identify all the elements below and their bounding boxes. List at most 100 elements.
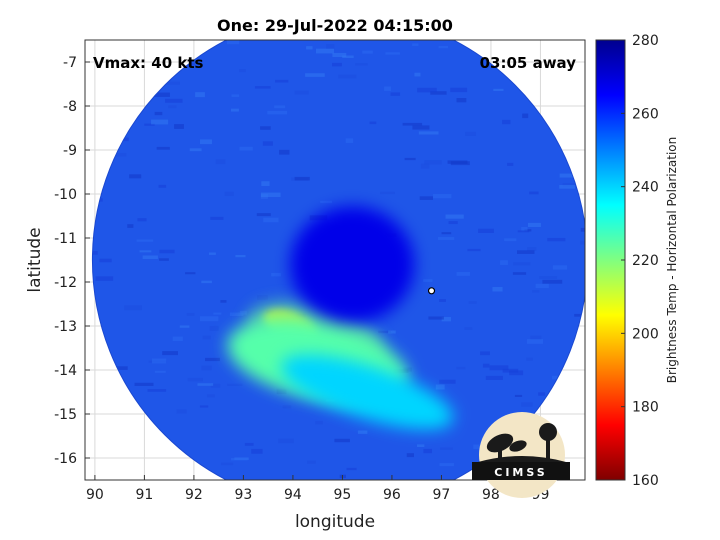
swath-speckle bbox=[129, 174, 142, 179]
logo-text: CIMSS bbox=[494, 466, 547, 479]
swath-speckle bbox=[226, 40, 240, 45]
swath-speckle bbox=[504, 238, 517, 242]
swath-speckle bbox=[468, 301, 477, 304]
swath-speckle bbox=[384, 86, 391, 91]
logo-dish-stand bbox=[498, 448, 502, 462]
swath-speckle bbox=[406, 453, 414, 458]
swath-speckle bbox=[144, 123, 155, 126]
swath-speckle bbox=[402, 122, 423, 126]
swath-speckle bbox=[165, 81, 180, 85]
y-tick-label: -14 bbox=[54, 363, 77, 379]
swath-speckle bbox=[267, 110, 288, 115]
swath-speckle bbox=[539, 276, 558, 279]
swath-speckle bbox=[209, 325, 219, 331]
swath-speckle bbox=[412, 125, 430, 130]
swath-speckle bbox=[213, 312, 222, 315]
colorbar-tick-label: 180 bbox=[632, 400, 659, 416]
swath-speckle bbox=[369, 121, 377, 125]
swath-speckle bbox=[521, 226, 528, 232]
swath-speckle bbox=[271, 272, 281, 277]
storm-center-icon bbox=[427, 287, 436, 295]
x-tick-label: 94 bbox=[284, 487, 302, 503]
plot-frame bbox=[84, 39, 586, 481]
x-tick-label: 93 bbox=[235, 487, 253, 503]
vmax-annotation: Vmax: 40 kts bbox=[93, 54, 203, 72]
colorbar-tick-label: 160 bbox=[632, 473, 659, 489]
swath-speckle bbox=[134, 382, 154, 386]
swath-speckle bbox=[158, 184, 167, 188]
colorbar-label: Brightness Temp - Horizontal Polarizatio… bbox=[665, 137, 679, 384]
swath-speckle bbox=[438, 237, 455, 240]
swath-speckle bbox=[500, 260, 508, 265]
brightness-temp-swath bbox=[92, 40, 585, 480]
y-tick-label: -8 bbox=[63, 99, 77, 115]
logo-tower-icon bbox=[539, 423, 557, 441]
swath-speckle bbox=[230, 108, 239, 112]
swath-speckle bbox=[257, 295, 268, 300]
swath-speckle bbox=[424, 160, 442, 165]
swath-speckle bbox=[307, 460, 316, 464]
swath-speckle bbox=[113, 152, 127, 157]
swath-speckle bbox=[279, 149, 290, 155]
swath-speckle bbox=[419, 196, 434, 200]
swath-speckle bbox=[574, 313, 584, 317]
swath-speckle bbox=[254, 86, 271, 89]
swath-speckle bbox=[514, 394, 523, 397]
swath-speckle bbox=[215, 159, 226, 165]
colorbar: 280 260 240 220 200 180 160 Brightness Temp - … bbox=[595, 33, 679, 489]
swath-speckle bbox=[441, 317, 451, 322]
swath-speckle bbox=[355, 63, 368, 66]
swath-speckle bbox=[456, 366, 466, 370]
swath-speckle bbox=[464, 327, 473, 330]
x-tick-label: 91 bbox=[135, 487, 153, 503]
swath-speckle bbox=[199, 405, 209, 408]
swath-speckle bbox=[482, 363, 490, 368]
logo-dish2-icon bbox=[509, 440, 527, 452]
y-tick-label: -7 bbox=[63, 55, 77, 71]
swath-speckle bbox=[522, 113, 529, 119]
swath-speckle bbox=[154, 111, 163, 116]
swath-speckle bbox=[412, 43, 419, 46]
swath-speckle bbox=[231, 458, 248, 461]
swath-speckle bbox=[197, 383, 214, 386]
colorbar-tick-label: 240 bbox=[632, 180, 659, 196]
swath-speckle bbox=[320, 200, 333, 204]
swath-speckle bbox=[435, 384, 445, 390]
swath-speckle bbox=[172, 336, 183, 341]
swath-speckle bbox=[256, 213, 271, 217]
swath-speckle bbox=[142, 255, 158, 259]
swath-speckle bbox=[342, 55, 354, 59]
swath-speckle bbox=[428, 316, 444, 320]
swath-speckle bbox=[159, 249, 175, 254]
swath-speckle bbox=[507, 162, 514, 166]
swath-speckle bbox=[261, 181, 270, 186]
swath-speckle bbox=[552, 265, 568, 270]
swath-speckle bbox=[485, 375, 503, 380]
swath-speckle bbox=[210, 216, 224, 220]
swath-speckle bbox=[294, 90, 309, 95]
y-tick-label: -9 bbox=[63, 143, 77, 159]
swath-speckle bbox=[332, 62, 342, 67]
swath-speckle bbox=[423, 279, 433, 282]
swath-speckle bbox=[162, 351, 178, 356]
swath-speckle bbox=[224, 191, 234, 197]
swath-speckle bbox=[115, 366, 128, 370]
swath-speckle bbox=[448, 221, 458, 225]
y-tick-label: -11 bbox=[54, 231, 77, 247]
swath-speckle bbox=[152, 358, 167, 364]
swath-speckle bbox=[378, 330, 392, 334]
swath-speckle bbox=[294, 176, 310, 181]
swath-speckle bbox=[92, 250, 98, 255]
swath-speckle bbox=[186, 312, 195, 316]
y-axis-label: latitude bbox=[25, 227, 45, 292]
swath-speckle bbox=[168, 105, 177, 109]
x-tick-label: 98 bbox=[482, 487, 500, 503]
swath-speckle bbox=[527, 247, 537, 251]
swath-speckle bbox=[260, 192, 281, 198]
colorbar-gradient bbox=[595, 39, 626, 481]
swath-speckle bbox=[527, 222, 541, 228]
swath-speckle bbox=[467, 248, 481, 252]
swath-speckle bbox=[201, 365, 212, 371]
swath-speckle bbox=[315, 420, 323, 425]
swath-speckle bbox=[187, 377, 203, 382]
